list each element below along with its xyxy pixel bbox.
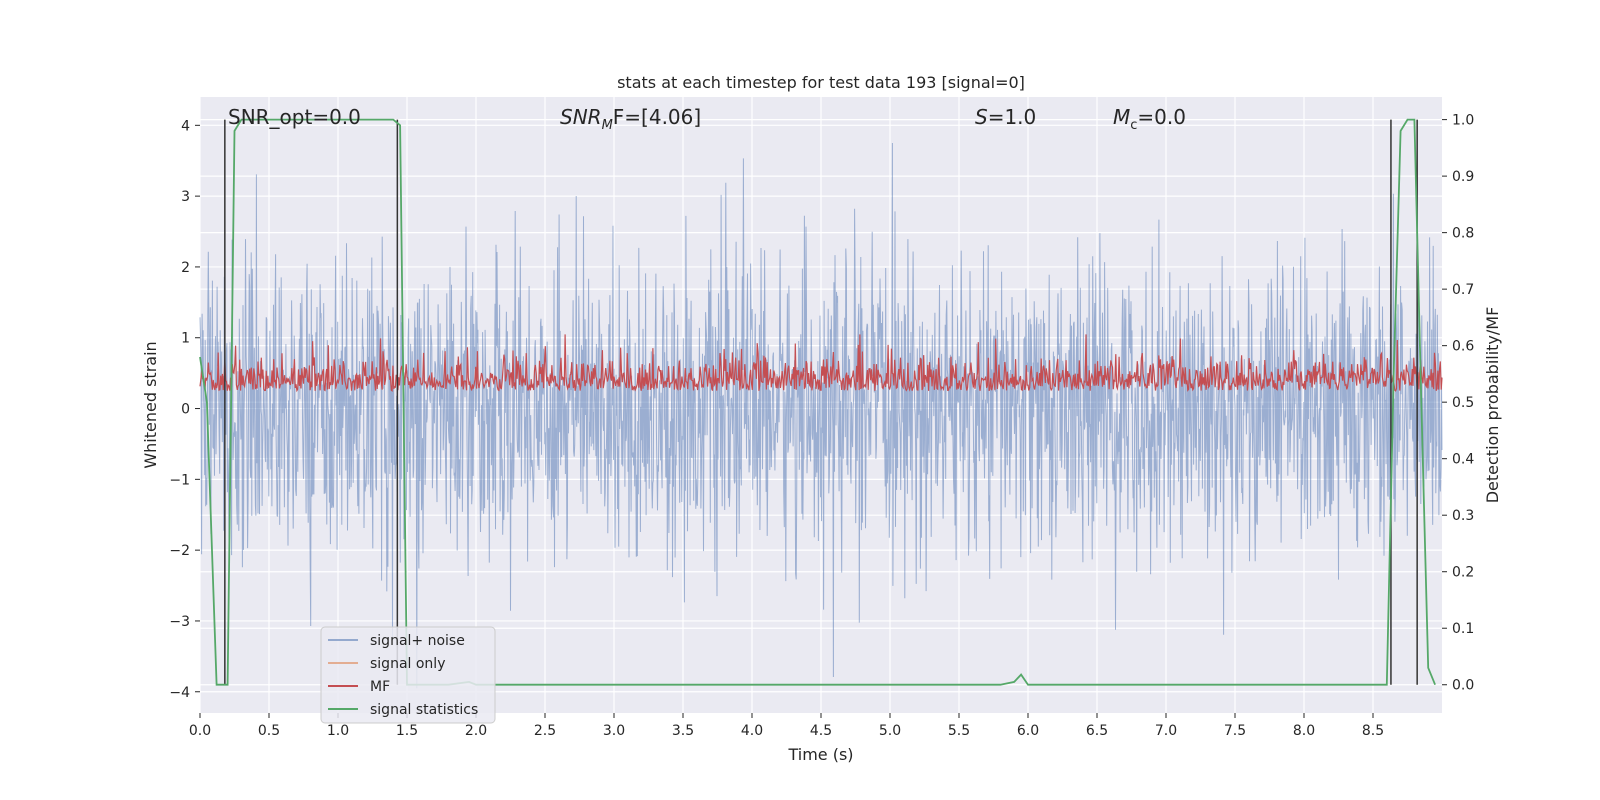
x-tick-label: 3.0 <box>603 723 625 739</box>
y-tick-label: −3 <box>169 614 190 630</box>
y-tick-label: 2 <box>181 260 190 276</box>
y-right-tick-label: 0.6 <box>1452 339 1474 355</box>
y-right-tick-label: 0.7 <box>1452 282 1474 298</box>
y-right-tick-label: 0.5 <box>1452 395 1474 411</box>
x-tick-label: 0.0 <box>189 723 211 739</box>
y-right-tick-label: 1.0 <box>1452 113 1474 129</box>
annotation-s-rest: =1.0 <box>988 105 1037 129</box>
x-tick-label: 4.0 <box>741 723 763 739</box>
y-axis-right-label: Detection probability/MF <box>1483 307 1502 504</box>
ticks: 0.0 0.5 1.0 1.5 2.0 2.5 3.0 3.5 4.0 4.5 5.0 5.5 6.0 6… <box>169 113 1474 739</box>
x-tick-label: 6.0 <box>1017 723 1039 739</box>
annotation-s-italic: S <box>975 105 988 129</box>
legend-label-signal-statistics: signal statistics <box>370 702 478 718</box>
annotation-snr-mf-main: SNR <box>560 105 602 129</box>
y-tick-label: −2 <box>169 543 190 559</box>
annotation-mc-rest: =0.0 <box>1137 105 1186 129</box>
legend-label-mf: MF <box>370 679 390 695</box>
x-tick-label: 0.5 <box>258 723 280 739</box>
annotation-snr-mf-sub: M <box>602 118 613 133</box>
x-tick-label: 6.5 <box>1086 723 1108 739</box>
y-axis-label: Whitened strain <box>141 341 160 468</box>
legend: signal+ noise signal only MF signal stat… <box>320 626 496 724</box>
y-right-tick-label: 0.2 <box>1452 565 1474 581</box>
x-tick-label: 1.5 <box>396 723 418 739</box>
x-tick-label: 7.0 <box>1155 723 1177 739</box>
legend-box <box>320 626 496 724</box>
annotation-mc-italic: M <box>1113 105 1130 129</box>
signal-statistics-series <box>199 118 1436 686</box>
y-tick-label: 0 <box>181 402 190 418</box>
legend-label-signal-only: signal only <box>370 656 445 672</box>
x-tick-label: 5.0 <box>879 723 901 739</box>
legend-label-signal-noise: signal+ noise <box>370 633 465 649</box>
y-right-tick-label: 0.8 <box>1452 226 1474 242</box>
y-tick-label: −4 <box>169 685 190 701</box>
y-right-tick-label: 0.3 <box>1452 508 1474 524</box>
annotation-snr-mf-rest: F=[4.06] <box>613 105 701 129</box>
annotation-snr-mf: SNRMF=[4.06] <box>560 105 701 133</box>
x-axis-label: Time (s) <box>787 745 853 764</box>
y-right-tick-label: 0.4 <box>1452 452 1474 468</box>
y-tick-label: −1 <box>169 472 190 488</box>
x-tick-label: 3.5 <box>672 723 694 739</box>
x-tick-label: 7.5 <box>1224 723 1246 739</box>
x-tick-label: 5.5 <box>948 723 970 739</box>
annotation-s: S=1.0 <box>975 105 1036 129</box>
x-tick-label: 1.0 <box>327 723 349 739</box>
y-tick-label: 1 <box>181 331 190 347</box>
x-tick-label: 8.0 <box>1293 723 1315 739</box>
annotation-mc-sub: c <box>1130 118 1137 133</box>
x-tick-label: 2.5 <box>534 723 556 739</box>
y-right-tick-label: 0.0 <box>1452 678 1474 694</box>
y-tick-label: 4 <box>181 118 190 134</box>
x-tick-label: 2.0 <box>465 723 487 739</box>
chart-title: stats at each timestep for test data 193… <box>617 73 1025 92</box>
y-tick-label: 3 <box>181 189 190 205</box>
mf-line <box>199 334 1443 393</box>
y-right-tick-label: 0.1 <box>1452 621 1474 637</box>
annotation-mc: Mc=0.0 <box>1113 105 1186 133</box>
x-tick-label: 8.5 <box>1362 723 1384 739</box>
x-tick-label: 4.5 <box>810 723 832 739</box>
signal-statistics-line <box>199 118 1436 686</box>
annotation-snr-opt: SNR_opt=0.0 <box>228 105 361 129</box>
y-right-tick-label: 0.9 <box>1452 169 1474 185</box>
mf-series <box>199 334 1443 393</box>
